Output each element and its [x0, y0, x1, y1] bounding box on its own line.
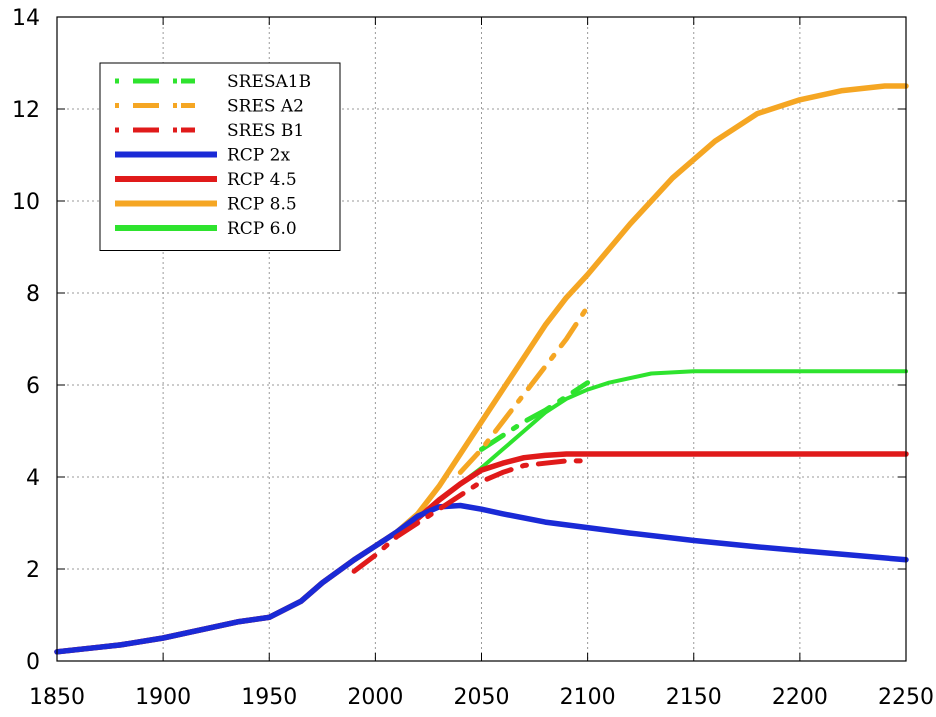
series-line-sres-a2	[457, 304, 591, 475]
y-tick-label: 6	[26, 374, 40, 399]
series-line-sres-b1	[351, 458, 591, 574]
x-tick-label: 1950	[241, 685, 297, 710]
x-tick-label: 2100	[560, 685, 616, 710]
legend-label: RCP 8.5	[227, 195, 297, 215]
legend-label: RCP 2x	[227, 146, 290, 166]
x-tick-label: 2200	[772, 685, 828, 710]
y-tick-label: 12	[12, 98, 40, 123]
legend-label: SRES A2	[227, 97, 304, 117]
y-tick-label: 0	[26, 650, 40, 675]
legend-label: SRES B1	[227, 121, 304, 141]
y-tick-label: 4	[26, 466, 40, 491]
series-line-rcp-2x	[54, 502, 909, 655]
y-tick-label: 8	[26, 282, 40, 307]
legend-label: RCP 6.0	[227, 219, 297, 239]
legend: SRESA1B SRES A2 SRES B1 RCP 2x RCP 4.5 RCP 8.…	[99, 62, 341, 251]
x-tick-label: 2000	[347, 685, 403, 710]
x-tick-label: 1850	[29, 685, 85, 710]
x-tick-label: 1900	[135, 685, 191, 710]
y-tick-label: 14	[12, 6, 40, 31]
x-tick-label: 2150	[666, 685, 722, 710]
x-tick-label: 2250	[878, 685, 934, 710]
y-tick-label: 2	[26, 558, 40, 583]
legend-label: SRESA1B	[227, 72, 311, 92]
x-tick-label: 2050	[454, 685, 510, 710]
legend-label: RCP 4.5	[227, 170, 297, 190]
series-line-sresa1b	[479, 380, 591, 452]
series-lines	[54, 83, 909, 655]
y-tick-label: 10	[12, 190, 40, 215]
axis-ticks: 1850 1900 1950 2000 2050 2100 2150 2200 2250 0 2 4 6…	[12, 6, 934, 710]
